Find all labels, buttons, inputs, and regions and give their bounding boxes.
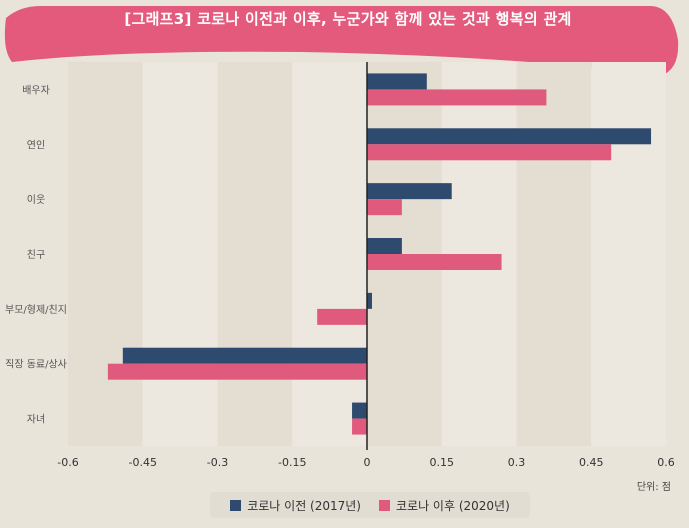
bar-after bbox=[367, 89, 547, 106]
bar-after bbox=[317, 308, 367, 325]
bar-before bbox=[367, 128, 652, 145]
category-label: 연인 bbox=[27, 139, 45, 151]
title-banner bbox=[4, 6, 679, 76]
grid-band bbox=[591, 62, 666, 446]
grid-band bbox=[292, 62, 367, 446]
x-tick-label: -0.15 bbox=[278, 456, 306, 469]
x-tick-label: 0 bbox=[364, 456, 371, 469]
legend-label-before: 코로나 이전 (2017년) bbox=[247, 498, 361, 513]
chart-title: [그래프3] 코로나 이전과 이후, 누군가와 함께 있는 것과 행복의 관계 bbox=[124, 10, 572, 28]
grid-band bbox=[68, 62, 143, 446]
legend-item-after: 코로나 이후 (2020년) bbox=[379, 497, 510, 514]
bar-after bbox=[367, 144, 612, 161]
bar-before bbox=[367, 183, 452, 200]
legend-swatch-after bbox=[379, 499, 390, 511]
x-tick-label: 0.15 bbox=[430, 456, 455, 469]
legend-swatch-before bbox=[230, 499, 242, 511]
bar-before bbox=[367, 238, 402, 254]
unit-label: 단위: 점 bbox=[636, 482, 671, 493]
x-tick-label: 0.45 bbox=[579, 456, 604, 469]
category-label: 직장 동료/상사 bbox=[5, 359, 67, 371]
x-tick-label: 0.6 bbox=[657, 456, 675, 469]
legend: 코로나 이전 (2017년) 코로나 이후 (2020년) bbox=[210, 492, 530, 518]
x-tick-label: -0.6 bbox=[57, 456, 78, 469]
category-label: 부모/형제/친지 bbox=[5, 304, 67, 316]
category-label: 배우자 bbox=[22, 84, 50, 96]
category-label: 친구 bbox=[27, 249, 45, 261]
x-tick-label: 0.3 bbox=[508, 456, 526, 469]
bar-before bbox=[367, 292, 372, 309]
bar-after bbox=[367, 199, 402, 216]
bar-after bbox=[107, 363, 367, 380]
bar-before bbox=[122, 347, 367, 364]
legend-item-before: 코로나 이전 (2017년) bbox=[230, 497, 361, 514]
legend-label-after: 코로나 이후 (2020년) bbox=[396, 498, 510, 513]
grid-band bbox=[142, 62, 218, 446]
x-tick-label: -0.45 bbox=[129, 456, 157, 469]
bar-before bbox=[352, 402, 367, 419]
category-label: 자녀 bbox=[27, 414, 45, 426]
grid-band bbox=[217, 62, 293, 446]
category-label: 이웃 bbox=[27, 194, 45, 206]
bar-after bbox=[352, 418, 367, 435]
bar-after bbox=[367, 254, 502, 270]
bar-before bbox=[367, 73, 427, 90]
grid-band bbox=[516, 62, 592, 446]
x-tick-label: -0.3 bbox=[207, 456, 228, 469]
